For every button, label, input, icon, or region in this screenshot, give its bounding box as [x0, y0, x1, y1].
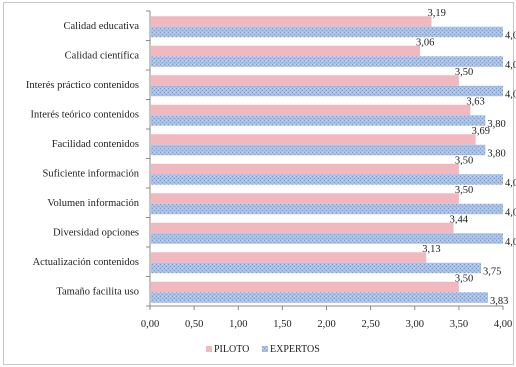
- data-label-expertos: 3,80: [487, 148, 505, 159]
- x-tick-label: 4,00: [494, 319, 512, 330]
- legend: PILOTO EXPERTOS: [206, 344, 320, 355]
- bar-piloto: [151, 45, 421, 57]
- x-tick-label: 2,50: [361, 319, 379, 330]
- legend-label-expertos: EXPERTOS: [270, 344, 320, 355]
- bar-piloto: [151, 104, 471, 116]
- data-label-expertos: 4,00: [505, 60, 516, 71]
- bar-expertos: [151, 85, 503, 97]
- data-label-piloto: 3,50: [455, 273, 473, 284]
- axes: 0,00 0,50 1,00 1,50 2,00 2,50 3,00 3,50 4,00: [141, 10, 512, 330]
- category-label: Interés práctico contenidos: [26, 80, 139, 91]
- x-tick-label: 1,50: [273, 319, 291, 330]
- data-label-expertos: 4,00: [505, 30, 516, 41]
- bar-piloto: [151, 193, 459, 204]
- data-label-piloto: 3,50: [455, 67, 473, 78]
- x-tick-label: 0,00: [141, 319, 159, 330]
- legend-swatch-piloto: [206, 346, 212, 352]
- category-label: Tamaño facilita uso: [56, 286, 139, 297]
- data-label-piloto: 3,50: [455, 155, 473, 166]
- bar-expertos: [151, 115, 486, 126]
- bar-piloto: [151, 252, 427, 263]
- x-tick-label: 1,00: [229, 319, 247, 330]
- bar-piloto: [151, 16, 432, 27]
- bars: [151, 16, 503, 303]
- category-label: Volumen información: [47, 198, 139, 209]
- category-label: Suficiente información: [42, 168, 139, 179]
- category-label: Interés teórico contenidos: [31, 109, 139, 120]
- legend-label-piloto: PILOTO: [214, 344, 249, 355]
- bar-expertos: [151, 292, 488, 303]
- bar-piloto: [151, 222, 454, 234]
- x-tick-label: 3,00: [406, 319, 424, 330]
- bar-piloto: [151, 281, 459, 293]
- category-label: Calidad científica: [65, 50, 140, 61]
- bar-piloto: [151, 75, 459, 86]
- legend-swatch-expertos: [262, 346, 268, 352]
- data-label-piloto: 3,50: [455, 185, 473, 196]
- x-tick-label: 2,00: [317, 319, 335, 330]
- bar-piloto: [151, 134, 476, 145]
- data-label-piloto: 3,69: [472, 126, 490, 137]
- category-label: Facilidad contenidos: [52, 139, 139, 150]
- bar-expertos: [151, 203, 503, 215]
- data-label-piloto: 3,19: [428, 8, 446, 19]
- bar-expertos: [151, 262, 481, 274]
- bar-expertos: [151, 56, 503, 67]
- data-label-piloto: 3,63: [466, 96, 484, 107]
- bar-expertos: [151, 174, 503, 185]
- data-label-expertos: 4,00: [505, 178, 516, 189]
- x-tick-label: 0,50: [185, 319, 203, 330]
- category-label: Diversidad opciones: [53, 227, 139, 238]
- labels: Calidad educativa 3,19 4,00 Calidad científ…: [26, 8, 516, 307]
- category-label: Actualización contenidos: [33, 257, 139, 268]
- data-label-piloto: 3,06: [416, 37, 434, 48]
- data-label-expertos: 4,00: [505, 207, 516, 218]
- data-label-expertos: 4,00: [505, 237, 516, 248]
- bar-expertos: [151, 144, 486, 156]
- bar-expertos: [151, 233, 503, 244]
- data-label-piloto: 3,13: [422, 244, 440, 255]
- data-label-expertos: 4,00: [505, 89, 516, 100]
- data-label-piloto: 3,44: [450, 214, 469, 225]
- data-label-expertos: 3,83: [490, 296, 508, 307]
- category-label: Calidad educativa: [63, 21, 139, 32]
- x-tick-label: 3,50: [450, 319, 468, 330]
- data-label-expertos: 3,80: [487, 119, 505, 130]
- bar-piloto: [151, 163, 459, 175]
- data-label-expertos: 3,75: [483, 266, 501, 277]
- bar-expertos: [151, 26, 503, 38]
